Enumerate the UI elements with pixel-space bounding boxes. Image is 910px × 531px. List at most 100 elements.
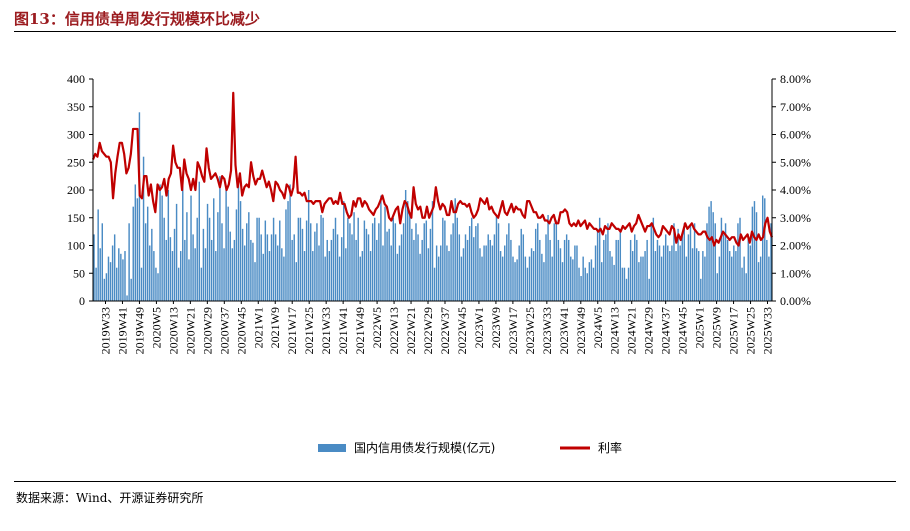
bar — [326, 239, 328, 301]
bar — [419, 253, 421, 301]
bar — [140, 267, 143, 301]
bar — [371, 223, 374, 301]
bar — [293, 234, 295, 301]
bar — [532, 251, 535, 301]
legend-line-label: 利率 — [598, 440, 622, 455]
bar — [365, 228, 368, 301]
bar — [151, 228, 153, 301]
bar — [163, 217, 165, 301]
bar — [287, 201, 289, 301]
bar — [677, 228, 679, 301]
bar — [493, 234, 496, 301]
rate-line — [91, 91, 774, 247]
x-tick-label: 2020W13 — [166, 307, 180, 354]
bar — [196, 217, 198, 301]
bar — [161, 195, 163, 301]
right-tick-label: 1.00% — [780, 266, 811, 280]
bar — [615, 239, 617, 301]
left-tick-label: 200 — [67, 183, 85, 197]
bar — [132, 206, 134, 301]
x-tick-label: 2025W25 — [744, 307, 758, 354]
bar — [623, 267, 626, 301]
bar — [118, 248, 120, 301]
bar — [260, 234, 262, 301]
bar — [565, 234, 568, 301]
right-tick-label: 5.00% — [780, 155, 811, 169]
bar — [144, 223, 147, 301]
bar — [516, 259, 518, 302]
bar — [695, 248, 698, 301]
bar — [297, 217, 300, 301]
bar — [367, 234, 370, 301]
bar — [735, 251, 737, 301]
bar — [159, 184, 161, 301]
bar — [621, 267, 624, 301]
bar — [155, 267, 157, 301]
right-tick-labels: 0.00% 1.00% 2.00% 3.00% 4.00% 5.00% 6.00% 7.00%… — [772, 72, 811, 308]
x-tick-label: 2023W49 — [574, 307, 588, 354]
bar — [241, 228, 244, 301]
line-series — [91, 91, 774, 247]
bar — [485, 245, 487, 301]
bar — [235, 209, 238, 301]
bar — [574, 245, 576, 301]
bar — [440, 245, 442, 301]
bar — [167, 190, 170, 301]
bar — [514, 262, 516, 301]
bar — [283, 256, 285, 301]
bar — [279, 220, 281, 301]
bar — [708, 206, 710, 301]
bar — [570, 256, 572, 301]
bar — [431, 201, 434, 301]
bar — [731, 256, 733, 301]
bar — [345, 248, 347, 301]
left-tick-label: 250 — [67, 155, 85, 169]
x-tick-label: 2024W5 — [591, 307, 605, 348]
bar — [423, 223, 425, 301]
bar — [770, 223, 772, 301]
bar — [590, 259, 593, 302]
bar — [691, 248, 694, 301]
bar — [322, 217, 324, 301]
bar — [179, 251, 182, 301]
left-tick-label: 350 — [67, 100, 85, 114]
x-tick-label: 2019W41 — [115, 307, 129, 354]
bar — [336, 234, 339, 301]
bar — [452, 223, 454, 301]
bar — [217, 212, 219, 301]
bar — [417, 234, 419, 301]
bar — [462, 248, 465, 301]
bar — [479, 248, 481, 301]
bar — [596, 228, 599, 301]
bar — [530, 248, 533, 301]
right-tick-label: 7.00% — [780, 100, 811, 114]
bar — [613, 264, 615, 301]
bar — [186, 212, 188, 301]
x-tick-label: 2022W21 — [404, 307, 418, 354]
bar — [766, 239, 768, 301]
left-tick-label: 100 — [67, 239, 85, 253]
x-tick-label: 2021W1 — [251, 307, 265, 348]
bar — [215, 251, 217, 301]
bar — [101, 223, 103, 301]
bar — [578, 267, 580, 301]
bar — [361, 251, 364, 301]
bar — [491, 245, 494, 301]
x-tick-label: 2023W17 — [506, 307, 520, 354]
bar — [95, 267, 97, 301]
bar — [400, 234, 403, 301]
bar — [314, 231, 316, 302]
bar — [264, 220, 267, 301]
bar — [184, 239, 186, 301]
bar — [384, 206, 386, 301]
bar — [390, 245, 392, 301]
bar — [510, 239, 512, 301]
bar — [252, 242, 254, 301]
bar — [722, 234, 725, 301]
bar — [210, 239, 213, 301]
bar — [646, 239, 648, 301]
bar — [759, 256, 762, 301]
bar — [429, 228, 432, 301]
bar — [700, 278, 702, 301]
bar — [534, 228, 537, 301]
